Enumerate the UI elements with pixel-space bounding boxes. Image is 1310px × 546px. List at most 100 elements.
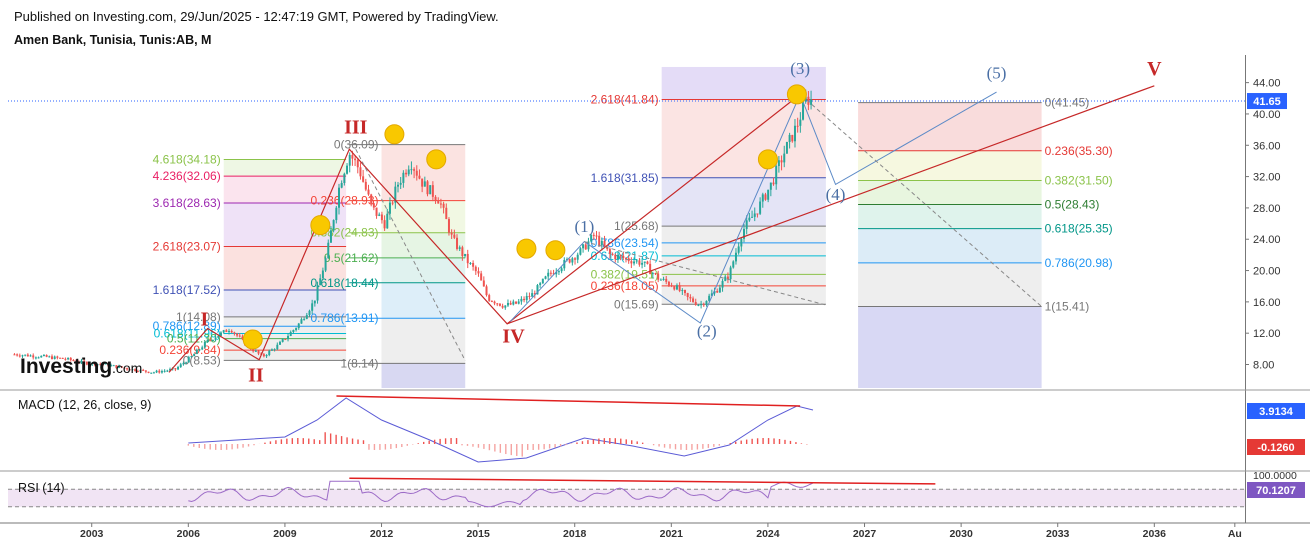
candle-body <box>708 295 711 301</box>
candle-body <box>745 220 748 229</box>
candle-body <box>278 341 281 345</box>
candle-body <box>544 276 547 279</box>
candle-body <box>367 189 370 195</box>
candle-body <box>32 355 35 358</box>
fib-zone-far-4 <box>858 228 1042 263</box>
candle-body <box>498 303 501 306</box>
logo-suffix: .com <box>112 360 142 376</box>
candle-body <box>673 286 676 290</box>
split-event-icon-5 <box>545 240 566 261</box>
candle-body <box>590 234 593 242</box>
candle-body <box>692 298 695 302</box>
macd-line <box>188 397 814 463</box>
candle-body <box>705 300 708 305</box>
candle-body <box>359 167 362 177</box>
candle-body <box>348 154 351 166</box>
candle-body <box>150 372 153 374</box>
candle-body <box>748 217 751 221</box>
wave-label-7: (3) <box>790 59 810 78</box>
candle-body <box>211 339 214 341</box>
candle-body <box>777 160 780 167</box>
fib-zone-left-4 <box>223 289 347 317</box>
candle-body <box>268 350 271 356</box>
candle-body <box>397 184 400 187</box>
candle-body <box>415 170 418 176</box>
fib-retr-mid-label-3: 0.5(21.62) <box>324 251 379 265</box>
x-tick-label-10: 2033 <box>1046 528 1070 540</box>
candle-body <box>80 360 83 363</box>
rsi-divergence-line <box>349 477 936 485</box>
candle-body <box>726 276 729 280</box>
candle-body <box>343 173 346 184</box>
candle-body <box>608 249 611 254</box>
x-tick-label-5: 2018 <box>563 528 587 540</box>
candle-body <box>147 371 150 373</box>
candle-body <box>659 279 662 281</box>
candle-body <box>461 247 464 257</box>
candle-body <box>523 298 526 301</box>
candle-body <box>740 238 743 247</box>
y-tick-label-5: 24.00 <box>1253 234 1281 246</box>
dashed-projection-3 <box>806 99 1042 307</box>
candle-body <box>56 356 59 358</box>
candle-body <box>686 293 689 297</box>
candle-body <box>136 370 139 372</box>
candle-body <box>633 261 636 264</box>
candle-body <box>394 186 397 203</box>
y-tick-label-1: 40.00 <box>1253 109 1281 121</box>
candle-body <box>611 253 614 255</box>
candle-body <box>193 354 196 357</box>
candle-body <box>721 280 724 288</box>
candle-body <box>254 350 257 352</box>
candle-body <box>313 300 316 304</box>
wave-label-6: (2) <box>697 321 717 340</box>
fib-retr-far-label-2: 0.382(31.50) <box>1045 174 1113 188</box>
candle-body <box>195 349 198 355</box>
y-tick-label-7: 16.00 <box>1253 297 1281 309</box>
candle-body <box>64 358 67 360</box>
elliott-wave-minor <box>509 91 997 324</box>
candle-body <box>72 360 75 362</box>
candle-body <box>88 364 91 366</box>
candle-body <box>131 369 134 371</box>
candle-body <box>560 268 563 272</box>
fib-ext-left-label-7: 0.618(11.96) <box>154 327 221 341</box>
candle-body <box>791 134 794 142</box>
candle-body <box>104 363 107 365</box>
fib-retr-mid-label-4: 0.618(18.44) <box>310 276 378 290</box>
candle-body <box>214 337 217 340</box>
candle-body <box>346 165 349 174</box>
candle-body <box>447 219 450 233</box>
last-price-value: 41.65 <box>1253 96 1281 108</box>
rsi-top-tick: 100.0000 <box>1253 470 1297 482</box>
split-event-icon-4 <box>516 238 537 259</box>
candle-body <box>437 200 440 204</box>
candle-body <box>270 349 273 351</box>
candle-body <box>158 370 161 373</box>
y-tick-label-6: 20.00 <box>1253 266 1281 278</box>
candle-body <box>619 255 622 257</box>
elliott-wave-primary <box>168 93 801 373</box>
candle-body <box>552 273 555 275</box>
candle-body <box>233 332 236 334</box>
fib-zone-mid-5 <box>381 318 466 364</box>
split-event-icon-6 <box>757 149 778 170</box>
candle-body <box>319 278 322 286</box>
candle-body <box>281 339 284 342</box>
candle-body <box>506 302 509 306</box>
candle-body <box>308 310 311 316</box>
candle-body <box>512 301 515 305</box>
candle-body <box>265 355 268 357</box>
fib-retr-far-label-5: 0.786(20.98) <box>1045 256 1113 270</box>
candle-body <box>563 259 566 269</box>
candle-body <box>305 315 308 319</box>
candle-body <box>718 287 721 293</box>
fib-zone-mid-6 <box>381 363 466 388</box>
fib-retr-mid-label-6: 1(8.14) <box>340 356 378 370</box>
candle-body <box>702 304 705 306</box>
candle-body <box>525 295 528 301</box>
candle-body <box>372 203 375 208</box>
fib-zone-mid-3 <box>381 257 466 283</box>
x-tick-label-1: 2006 <box>177 528 201 540</box>
